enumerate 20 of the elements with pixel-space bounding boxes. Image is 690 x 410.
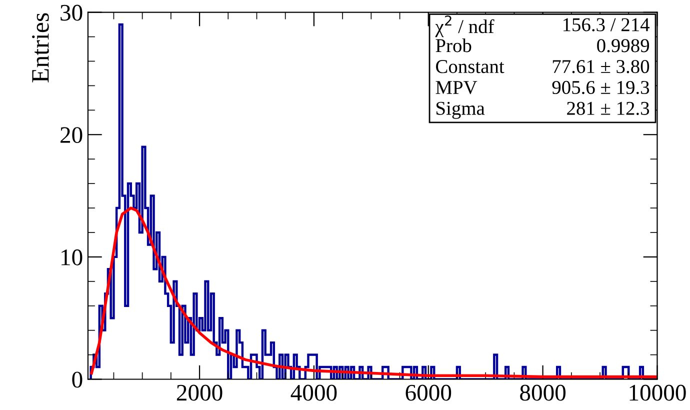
annotation: Prob [436,38,472,52]
y-axis-title: Entries [32,13,49,82]
annotation: 156.3 / 214 [563,18,650,32]
y-tick-label: 20 [60,127,82,144]
annotation: χ$^{2}$ / ndf [435,15,494,38]
x-tick-label: 10000 [630,384,686,401]
annotation: Sigma [436,102,485,119]
x-tick-label: 8000 [520,384,566,401]
annotation: MPV [436,81,478,94]
annotation: Constant [436,60,504,74]
annotation: 0.9989 [597,39,650,52]
x-tick-label: 4000 [290,384,337,401]
y-tick-label: 30 [60,4,82,21]
annotation: 281 ± 12.3 [567,102,650,116]
y-tick-label: 10 [62,249,82,266]
y-tick-label: 0 [72,372,82,388]
annotation: 905.6 ± 19.3 [552,80,650,94]
x-tick-label: 2000 [176,384,222,401]
annotation: 77.61 ± 3.80 [552,60,650,74]
x-tick-label: 6000 [406,384,452,401]
